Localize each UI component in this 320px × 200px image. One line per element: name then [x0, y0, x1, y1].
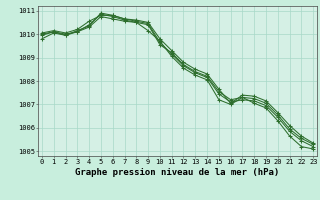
X-axis label: Graphe pression niveau de la mer (hPa): Graphe pression niveau de la mer (hPa) [76, 168, 280, 177]
